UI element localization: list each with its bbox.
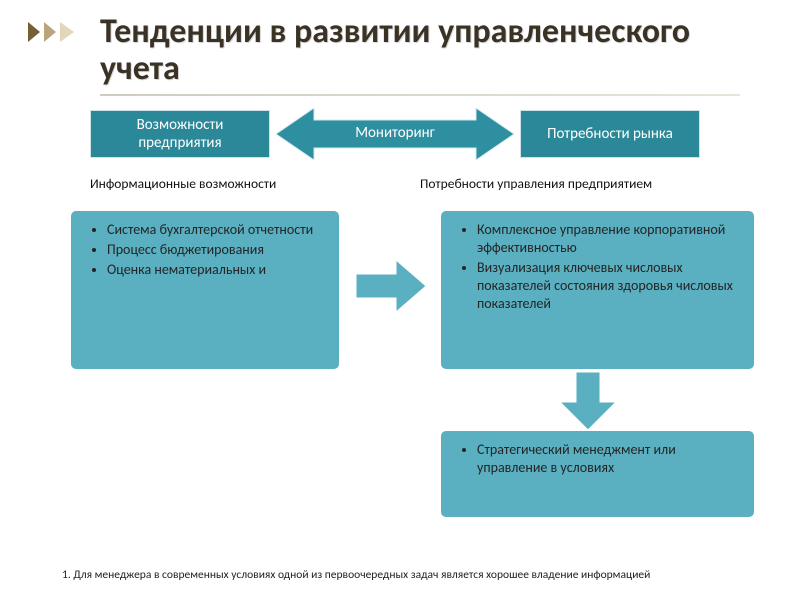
list-item: Стратегический менеджмент или управление… (477, 441, 742, 477)
monitoring-arrow: Мониторинг (276, 108, 514, 160)
title-underline (100, 94, 740, 96)
list-item: Процесс бюджетирования (107, 241, 327, 259)
slide-title: Тенденции в развитии управленческого уче… (100, 14, 720, 87)
subhead-left: Информационные возможности (90, 175, 276, 192)
subhead-right: Потребности управления предприятием (420, 175, 652, 192)
box-capabilities-label: Возможности предприятия (95, 116, 265, 152)
box-market-needs: Потребности рынка (520, 110, 700, 158)
list-item: Система бухгалтерской отчетности (107, 221, 327, 239)
list-item: Визуализация ключевых числовых показател… (477, 259, 742, 313)
list-item: Комплексное управление корпоративной эфф… (477, 221, 742, 257)
info-box-left: Система бухгалтерской отчетности Процесс… (70, 210, 340, 370)
monitoring-label: Мониторинг (276, 124, 514, 142)
arrow-right-icon (356, 260, 426, 312)
list-item: Оценка нематериальных и (107, 261, 327, 279)
footnote: 1. Для менеджера в современных условиях … (62, 568, 782, 582)
box-market-needs-label: Потребности рынка (547, 125, 673, 143)
decor-chevron-icon (60, 22, 74, 42)
decor-chevron-icon (44, 22, 56, 42)
info-box-right: Комплексное управление корпоративной эфф… (440, 210, 755, 370)
info-box-bottom: Стратегический менеджмент или управление… (440, 430, 755, 518)
arrow-down-icon (560, 372, 616, 430)
decor-chevron-icon (28, 22, 40, 42)
box-capabilities: Возможности предприятия (90, 110, 270, 158)
